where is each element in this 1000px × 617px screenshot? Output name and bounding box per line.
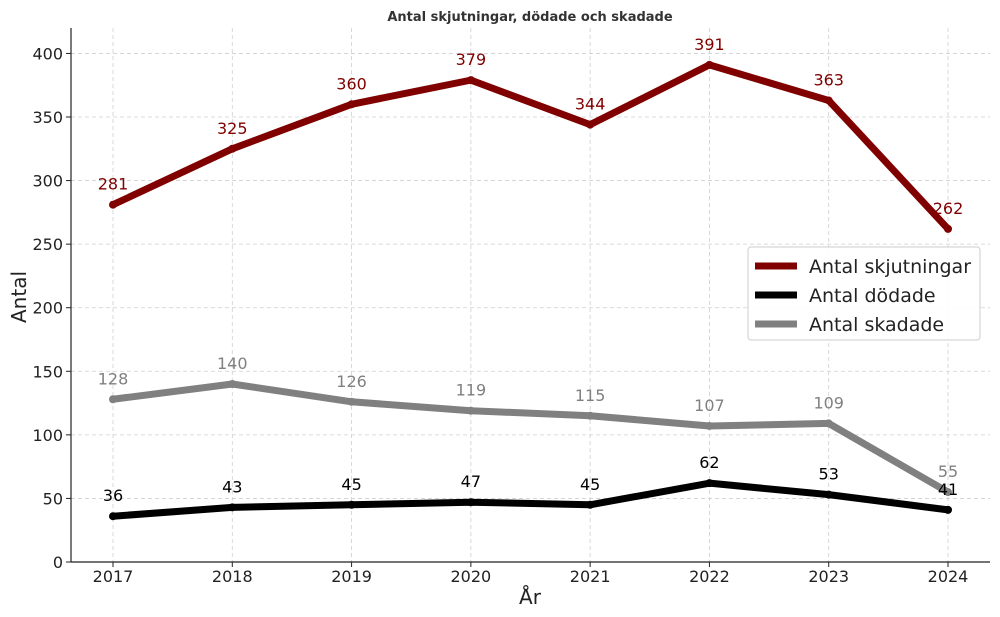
x-tick-label: 2022 — [689, 567, 730, 586]
series-point-antal-skadade — [466, 406, 475, 415]
series-point-antal-d-dade — [347, 500, 356, 509]
data-label-antal-skjutningar: 344 — [575, 95, 606, 114]
series-point-antal-skjutningar — [228, 144, 237, 153]
y-tick-label: 150 — [32, 362, 63, 381]
legend-marker-antal-skjutningar — [772, 262, 780, 270]
x-tick-label: 2023 — [808, 567, 849, 586]
legend-marker-antal-skadade — [772, 320, 780, 328]
series-point-antal-skjutningar — [466, 76, 475, 85]
x-tick-label: 2017 — [93, 567, 134, 586]
data-label-antal-skjutningar: 281 — [98, 175, 129, 194]
series-layer — [109, 60, 952, 521]
data-label-antal-skadade: 128 — [98, 369, 129, 388]
series-point-antal-skadade — [347, 397, 356, 406]
legend-label-antal-skjutningar: Antal skjutningar — [809, 256, 971, 278]
data-label-antal-skadade: 109 — [813, 393, 844, 412]
y-tick-label: 250 — [32, 235, 63, 254]
data-label-antal-skadade: 107 — [694, 396, 725, 415]
data-label-antal-skjutningar: 262 — [933, 199, 964, 218]
x-tick-label: 2019 — [331, 567, 372, 586]
data-label-antal-d-dade: 36 — [103, 486, 123, 505]
chart-title: Antal skjutningar, dödade och skadade — [387, 10, 673, 25]
data-label-antal-skjutningar: 379 — [456, 50, 487, 69]
y-axis-label: Antal — [7, 271, 31, 323]
x-ticks: 2017 2018 2019 2020 2021 2022 2023 2024 — [93, 562, 969, 586]
series-line-antal-skadade — [109, 380, 952, 496]
series-point-antal-skjutningar — [586, 120, 595, 129]
data-label-antal-skadade: 55 — [938, 462, 958, 481]
legend-label-antal-skadade: Antal skadade — [809, 314, 944, 336]
data-label-antal-skjutningar: 363 — [813, 70, 844, 89]
series-point-antal-d-dade — [109, 512, 117, 521]
y-tick-label: 400 — [32, 44, 63, 63]
data-label-antal-skadade: 115 — [575, 386, 606, 405]
data-label-antal-d-dade: 45 — [341, 475, 361, 494]
series-point-antal-skadade — [228, 380, 237, 388]
series-point-antal-skadade — [109, 395, 117, 404]
legend-marker-antal-d-dade — [772, 291, 780, 299]
series-point-antal-d-dade — [586, 500, 595, 509]
series-point-antal-d-dade — [705, 479, 714, 488]
data-label-antal-skjutningar: 391 — [694, 35, 725, 54]
data-label-antal-skadade: 140 — [217, 354, 248, 373]
y-tick-label: 350 — [32, 108, 63, 127]
legend-box — [747, 246, 981, 341]
series-point-antal-d-dade — [228, 503, 237, 512]
series-line-antal-skjutningar — [109, 61, 952, 233]
series-point-antal-skadade — [586, 411, 595, 420]
x-tick-label: 2024 — [928, 567, 969, 586]
y-ticks: 0 50 100 150 200 250 300 350 400 — [32, 44, 71, 572]
series-point-antal-skadade — [824, 419, 833, 428]
data-label-antal-skadade: 119 — [456, 381, 487, 400]
y-tick-label: 50 — [43, 489, 63, 508]
y-tick-label: 0 — [53, 553, 63, 572]
data-label-antal-d-dade: 53 — [819, 465, 839, 484]
data-label-antal-d-dade: 43 — [222, 477, 242, 496]
x-tick-label: 2020 — [450, 567, 491, 586]
y-tick-label: 200 — [32, 299, 63, 318]
legend-label-antal-d-dade: Antal dödade — [809, 285, 936, 307]
series-point-antal-d-dade — [944, 505, 952, 514]
data-label-antal-d-dade: 41 — [938, 480, 958, 499]
series-point-antal-skjutningar — [824, 96, 833, 105]
series-point-antal-skjutningar — [705, 60, 714, 69]
series-point-antal-d-dade — [466, 498, 475, 507]
data-label-antal-skjutningar: 360 — [336, 74, 367, 93]
x-axis-label: År — [519, 585, 542, 609]
series-point-antal-skjutningar — [347, 100, 356, 109]
y-tick-label: 100 — [32, 426, 63, 445]
y-tick-label: 300 — [32, 172, 63, 191]
data-label-antal-d-dade: 62 — [699, 453, 719, 472]
data-label-antal-d-dade: 47 — [461, 472, 481, 491]
legend: Antal skjutningar Antal dödade Antal skada… — [747, 246, 981, 341]
series-line-antal-d-dade — [109, 479, 952, 520]
data-labels: 281 325 360 379 344 391 363 262 36 43 45 47 45 62 53 41… — [98, 35, 964, 505]
series-point-antal-skjutningar — [944, 224, 952, 233]
x-tick-label: 2021 — [570, 567, 611, 586]
series-point-antal-d-dade — [824, 490, 833, 499]
series-point-antal-skjutningar — [109, 200, 117, 209]
data-label-antal-d-dade: 45 — [580, 475, 600, 494]
data-label-antal-skjutningar: 325 — [217, 119, 248, 138]
x-tick-label: 2018 — [212, 567, 253, 586]
series-point-antal-skadade — [944, 488, 952, 497]
data-label-antal-skadade: 126 — [336, 372, 367, 391]
series-point-antal-skadade — [705, 421, 714, 430]
